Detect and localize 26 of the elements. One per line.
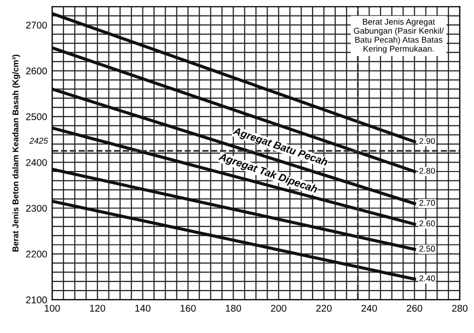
x-tick-label: 160 (180, 304, 196, 312)
ref-line-label: 2425 (29, 138, 48, 144)
y-tick-label: 2200 (26, 250, 47, 258)
series-label: 2.70 (419, 200, 435, 206)
y-tick-label: 2300 (26, 204, 47, 212)
x-tick-label: 180 (226, 304, 242, 312)
x-tick-label: 140 (135, 304, 150, 312)
series-label: 2.90 (419, 138, 435, 144)
y-tick-label: 2700 (26, 22, 47, 29)
y-axis-title: Berat Jenis Beton dalam Keadaan Basah (Kg/cm³) (12, 54, 20, 252)
x-tick-label: 240 (362, 304, 377, 312)
x-tick-label: 100 (44, 304, 60, 312)
series-label: 2.60 (419, 220, 435, 226)
x-tick-label: 260 (406, 304, 422, 312)
x-tick-label: 200 (270, 304, 286, 312)
series-label: 2.80 (419, 168, 435, 174)
annotation: Berat Jenis Agregat Gabungan (Pasir Kenkil/ Batu Pecah) Atas Batas Kering Permukaan. (354, 18, 444, 54)
y-tick-label: 2500 (26, 113, 47, 120)
y-tick-label: 2100 (26, 296, 47, 304)
x-tick-label: 280 (452, 304, 468, 312)
series-label: 2.40 (419, 275, 435, 282)
series-label: 2.50 (419, 246, 435, 252)
y-tick-label: 2400 (26, 159, 47, 166)
y-tick-label: 2600 (26, 67, 47, 74)
x-tick-label: 220 (316, 304, 332, 312)
x-tick-label: 120 (90, 304, 106, 312)
